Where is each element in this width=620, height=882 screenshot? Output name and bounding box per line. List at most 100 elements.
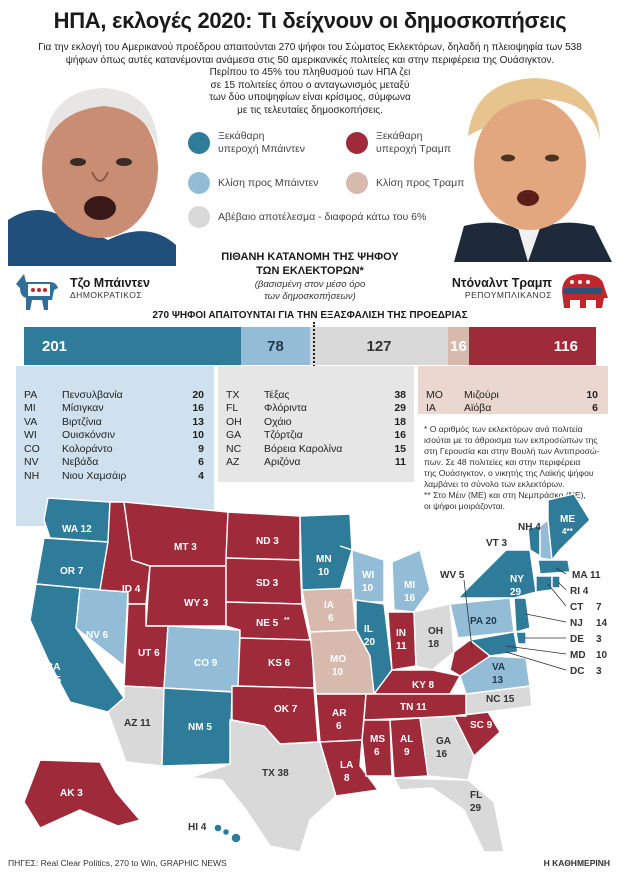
table-row: NC Βόρεια Καρολίνα 15 [226, 442, 406, 455]
label-ok: OK 7 [274, 704, 298, 715]
label-mt: MT 3 [174, 542, 197, 553]
bar-lean-trump: 16 [448, 327, 469, 365]
bar-safe-biden: 201 [24, 327, 241, 365]
label-oh: OH [428, 626, 443, 637]
swatch-safe-biden [188, 132, 210, 154]
state-tx [189, 719, 337, 852]
label-az: AZ 11 [124, 718, 151, 729]
label-il: IL [364, 624, 373, 635]
biden-label: Τζο Μπάιντεν ΔΗΜΟΚΡΑΤΙΚΟΣ [70, 276, 150, 300]
table-row: MO Μιζούρι 10 [426, 388, 598, 401]
legend-lean-trump: Κλίση προς Τραμπ [346, 172, 464, 194]
label-ga: GA [436, 736, 451, 747]
swatch-lean-trump [346, 172, 368, 194]
label-tx: TX 38 [262, 768, 289, 779]
sources-footer: ΠΗΓΕΣ: Real Clear Politics, 270 to Win, … [8, 858, 227, 868]
label-nh: NH 4 [518, 522, 541, 533]
label-fl-votes: 29 [470, 803, 482, 814]
leader-ma [555, 567, 567, 575]
label-wi-votes: 10 [362, 583, 374, 594]
table-row: WI Ουισκόνσιν 10 [24, 429, 204, 442]
leader-dc [505, 651, 567, 671]
label-ak: AK 3 [60, 788, 83, 799]
label-wi: WI [362, 570, 374, 581]
state-ny [456, 549, 537, 599]
label-la-votes: 8 [344, 773, 350, 784]
state-ri [551, 575, 561, 589]
trump-label: Ντόναλντ Τραμπ ΡΕΠΟΥΜΠΛΙΚΑΝΟΣ [452, 276, 552, 300]
distribution-title: ΠΙΘΑΝΗ ΚΑΤΑΝΟΜΗ ΤΗΣ ΨΗΦΟΥ ΤΩΝ ΕΚΛΕΚΤΟΡΩΝ… [221, 251, 399, 277]
label-ct-votes: 7 [596, 602, 602, 613]
label-al-votes: 9 [404, 747, 410, 758]
table-row: FL Φλόριντα 29 [226, 402, 406, 415]
state-wv [449, 639, 492, 677]
threshold-text: 270 ΨΗΦΟΙ ΑΠΑΙΤΟΥΝΤΑΙ ΓΙΑ ΤΗΝ ΕΞΑΣΦΑΛΙΣΗ… [152, 310, 468, 321]
footnotes: * Ο αριθμός των εκλεκτόρων ανά πολιτεία … [424, 424, 600, 511]
state-nj [513, 597, 531, 633]
label-nv: NV 6 [86, 630, 109, 641]
state-fl [392, 777, 505, 852]
label-de-votes: 3 [596, 634, 602, 645]
us-electoral-map: WA 12 OR 7 CA 55 NV 6 ID 4 MT 3 WY 3 UT … [23, 493, 608, 852]
label-nd: ND 3 [256, 536, 279, 547]
label-ks: KS 6 [268, 658, 291, 669]
label-ms-votes: 6 [374, 747, 380, 758]
label-mo: MO [330, 654, 346, 665]
lean-biden-table: PA Πενσυλβανία 20 MI Μίσιγκαν 16 VA Βιρτζίνια… [24, 388, 204, 483]
label-md: MD [570, 650, 586, 661]
label-mi: MI [404, 580, 415, 591]
state-ma [537, 559, 571, 575]
table-row: TX Τέξας 38 [226, 388, 406, 401]
label-mi-votes: 16 [404, 593, 416, 604]
bar-safe-trump: 116 [469, 327, 596, 365]
label-ia: IA [324, 600, 334, 611]
page-title: ΗΠΑ, εκλογές 2020: Τι δείχνουν οι δημοσκ… [53, 8, 567, 33]
label-ca-votes: 55 [50, 675, 62, 686]
label-nj-votes: 14 [596, 618, 608, 629]
state-la [319, 739, 380, 797]
label-fl: FL [470, 790, 482, 801]
state-me [547, 493, 591, 562]
label-al: AL [400, 734, 413, 745]
label-ia-votes: 6 [328, 613, 334, 624]
leader-nj [525, 613, 567, 623]
label-ne: NE 5 [256, 618, 279, 629]
label-ar: AR [332, 708, 347, 719]
leader-wv [463, 579, 473, 649]
label-id: ID 4 [122, 584, 141, 595]
label-dc: DC [570, 666, 584, 677]
label-ne-note: ** [284, 617, 290, 624]
label-oh-votes: 18 [428, 639, 440, 650]
state-ct [535, 575, 553, 593]
table-row: OH Οχάιο 18 [226, 415, 406, 428]
label-ut: UT 6 [138, 648, 160, 659]
state-md [468, 631, 519, 657]
label-ar-votes: 6 [336, 721, 342, 732]
state-mn [299, 513, 353, 591]
270-threshold-line [313, 322, 315, 370]
swatch-tossup [188, 206, 210, 228]
swatch-lean-biden [188, 172, 210, 194]
trump-name: Ντόναλντ Τραμπ [451, 276, 552, 290]
label-mn: MN [316, 554, 332, 565]
label-nc: NC 15 [486, 694, 515, 705]
swatch-safe-trump [346, 132, 368, 154]
table-row: MI Μίσιγκαν 16 [24, 402, 204, 415]
tossup-table: TX Τέξας 38 FL Φλόριντα 29 OH Οχάιο 18 GA Τζόρτ… [226, 388, 406, 469]
state-ms [361, 719, 393, 777]
state-ga [419, 715, 475, 781]
leader-md [505, 645, 567, 655]
state-wy [145, 565, 227, 627]
label-sd: SD 3 [256, 578, 279, 589]
democrat-donkey-icon [16, 274, 58, 310]
table-row: VA Βιρτζίνια 13 [24, 415, 204, 428]
label-ma: MA 11 [572, 570, 601, 581]
tossup-panel [218, 366, 414, 482]
label-mo-votes: 10 [332, 667, 344, 678]
label-il-votes: 20 [364, 637, 376, 648]
label-va-votes: 13 [492, 675, 504, 686]
state-mt [123, 501, 229, 567]
state-hi [213, 823, 242, 844]
label-vt: VT 3 [486, 538, 508, 549]
label-nj: NJ [570, 618, 583, 629]
